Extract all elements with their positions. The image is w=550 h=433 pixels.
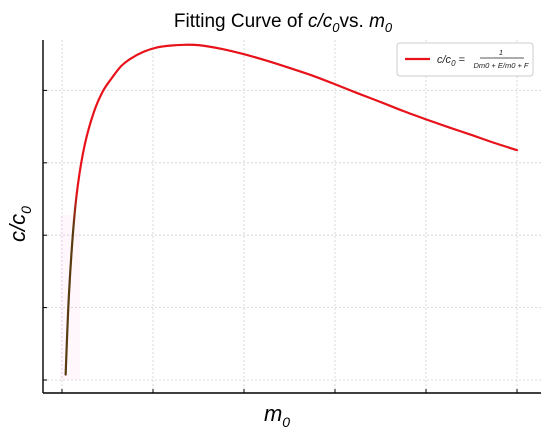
chart-title-sub2: 0 [385,20,393,35]
y-axis-label-var: c/c [5,214,30,242]
series-group [64,43,519,376]
legend-lhs: c/c [437,54,452,66]
legend-numerator: 1 [499,48,503,57]
chart-title-var2: m [369,11,385,32]
legend-equals: = [456,54,465,66]
legend-lhs-sub: 0 [451,59,456,68]
x-axis-label-sub: 0 [282,414,290,430]
y-axis-label-sub: 0 [18,206,34,214]
ticks [43,89,518,393]
legend-label: c/c0 = [437,54,465,68]
axes [42,40,541,394]
x-axis-label: m0 [264,401,290,430]
chart-title-mid: vs. [340,11,370,32]
start-highlight [60,215,80,380]
legend-box [396,42,534,77]
chart-title-var1: c/c [308,11,333,32]
legend: c/c0 = 1 Dm0 + E/m0 + F [396,42,534,77]
chart-title-sub1: 0 [332,20,340,35]
series-line-0 [64,43,519,376]
chart-title-prefix: Fitting Curve of [174,11,308,32]
legend-denominator: Dm0 + E/m0 + F [473,61,528,70]
y-axis-label: c/c0 [5,206,34,242]
chart-title: Fitting Curve of c/c0vs. m0 [174,11,393,35]
x-axis-label-var: m [264,401,282,426]
grid [43,40,541,393]
